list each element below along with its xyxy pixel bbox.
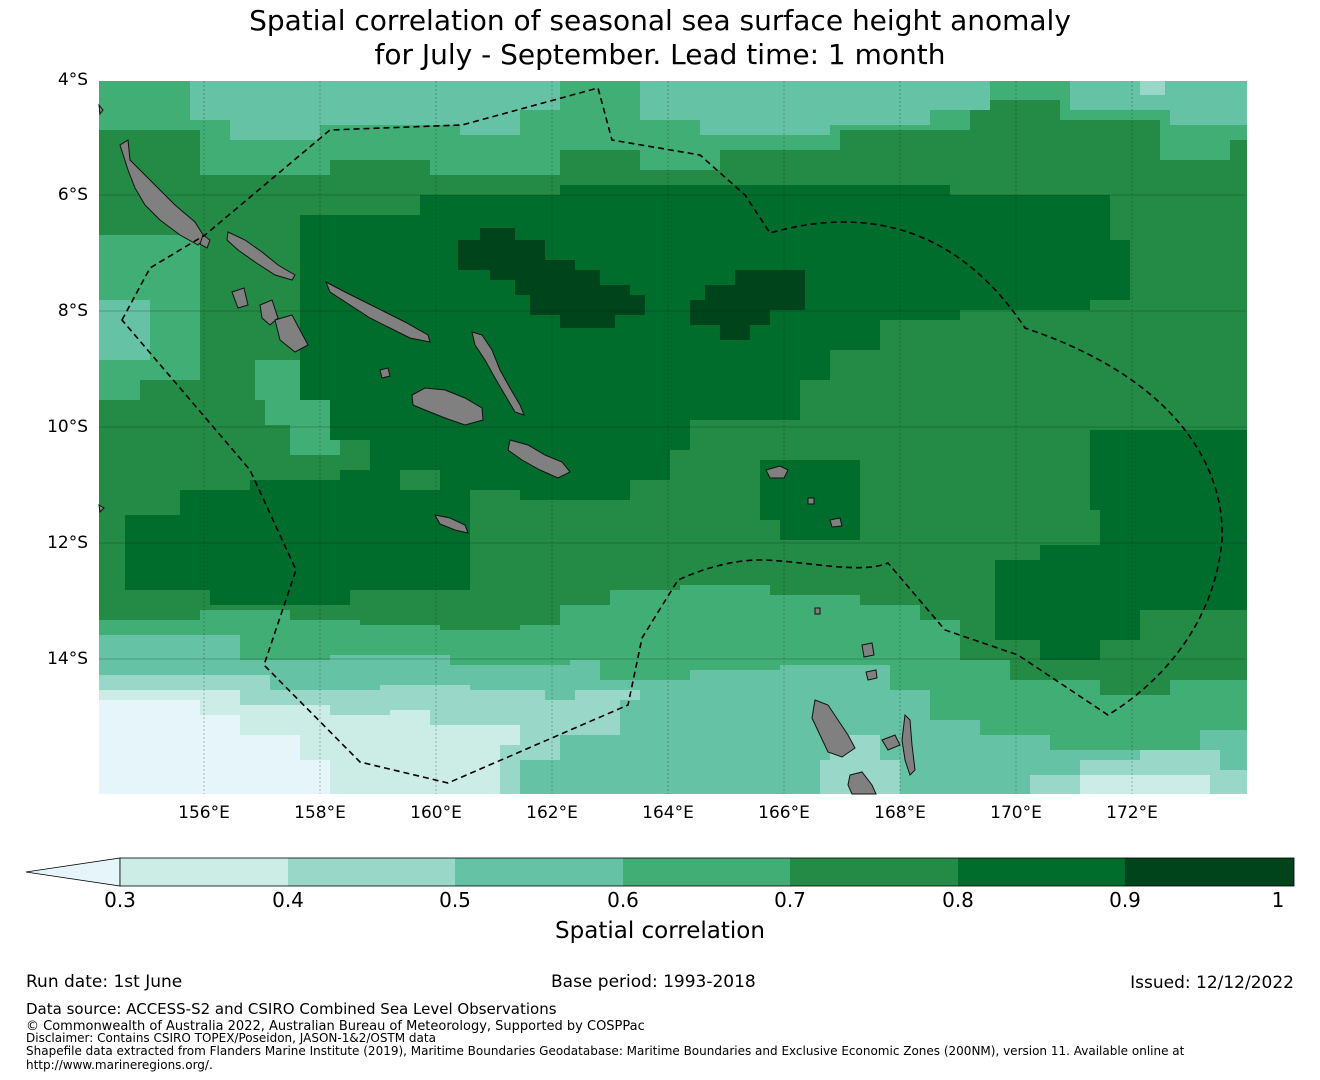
data-source: Data source: ACCESS-S2 and CSIRO Combine…	[26, 1000, 557, 1018]
colorbar-tick-label: 0.9	[1109, 888, 1141, 912]
correlation-map	[98, 81, 1247, 795]
lon-tick-label: 168°E	[874, 803, 926, 823]
source-url: http://www.marineregions.org/.	[26, 1058, 213, 1072]
shapefile-note: Shapefile data extracted from Flanders M…	[26, 1044, 1185, 1058]
lat-tick-label: 12°S	[47, 533, 88, 553]
lat-tick-label: 10°S	[47, 417, 88, 437]
lon-tick-label: 164°E	[642, 803, 694, 823]
issued-date: Issued: 12/12/2022	[1130, 973, 1294, 993]
colorbar-swatch	[623, 858, 790, 886]
lat-tick-label: 6°S	[57, 185, 88, 205]
lat-tick-label: 14°S	[47, 649, 88, 669]
land-masses	[98, 103, 916, 795]
colorbar-swatch	[958, 858, 1125, 886]
colorbar-tick-label: 0.8	[942, 888, 974, 912]
gridlines	[99, 81, 1247, 794]
run-date: Run date: 1st June	[26, 972, 183, 992]
lat-tick-label: 4°S	[57, 70, 88, 90]
colorbar-tick-label: 0.7	[774, 888, 806, 912]
colorbar	[25, 857, 1295, 887]
disclaimer-note: Disclaimer: Contains CSIRO TOPEX/Poseido…	[26, 1031, 436, 1045]
eez-boundary	[121, 87, 1223, 784]
colorbar-label: Spatial correlation	[555, 918, 765, 944]
lon-tick-label: 160°E	[410, 803, 462, 823]
lon-tick-label: 170°E	[990, 803, 1042, 823]
lon-tick-label: 172°E	[1106, 803, 1158, 823]
lon-tick-label: 156°E	[178, 803, 230, 823]
base-period: Base period: 1993-2018	[551, 972, 756, 992]
map-title-line-2: for July - September. Lead time: 1 month	[374, 38, 946, 71]
colorbar-tick-label: 0.4	[272, 888, 304, 912]
colorbar-tick-label: 0.5	[439, 888, 471, 912]
colorbar-swatch	[1125, 858, 1294, 886]
lon-tick-label: 158°E	[294, 803, 346, 823]
map-title-line-1: Spatial correlation of seasonal sea surf…	[249, 4, 1071, 37]
colorbar-swatch	[790, 858, 958, 886]
colorbar-swatch	[455, 858, 623, 886]
lon-tick-label: 166°E	[758, 803, 810, 823]
colorbar-swatch	[120, 858, 288, 886]
colorbar-extend-arrow	[25, 857, 121, 887]
colorbar-tick-label: 0.3	[104, 888, 136, 912]
copyright-note: © Commonwealth of Australia 2022, Austra…	[26, 1019, 645, 1034]
colorbar-tick-label: 0.6	[607, 888, 639, 912]
lat-tick-label: 8°S	[57, 301, 88, 321]
colorbar-swatch	[288, 858, 455, 886]
correlation-field	[99, 81, 1247, 794]
lon-tick-label: 162°E	[526, 803, 578, 823]
colorbar-tick-label: 1	[1271, 888, 1285, 912]
